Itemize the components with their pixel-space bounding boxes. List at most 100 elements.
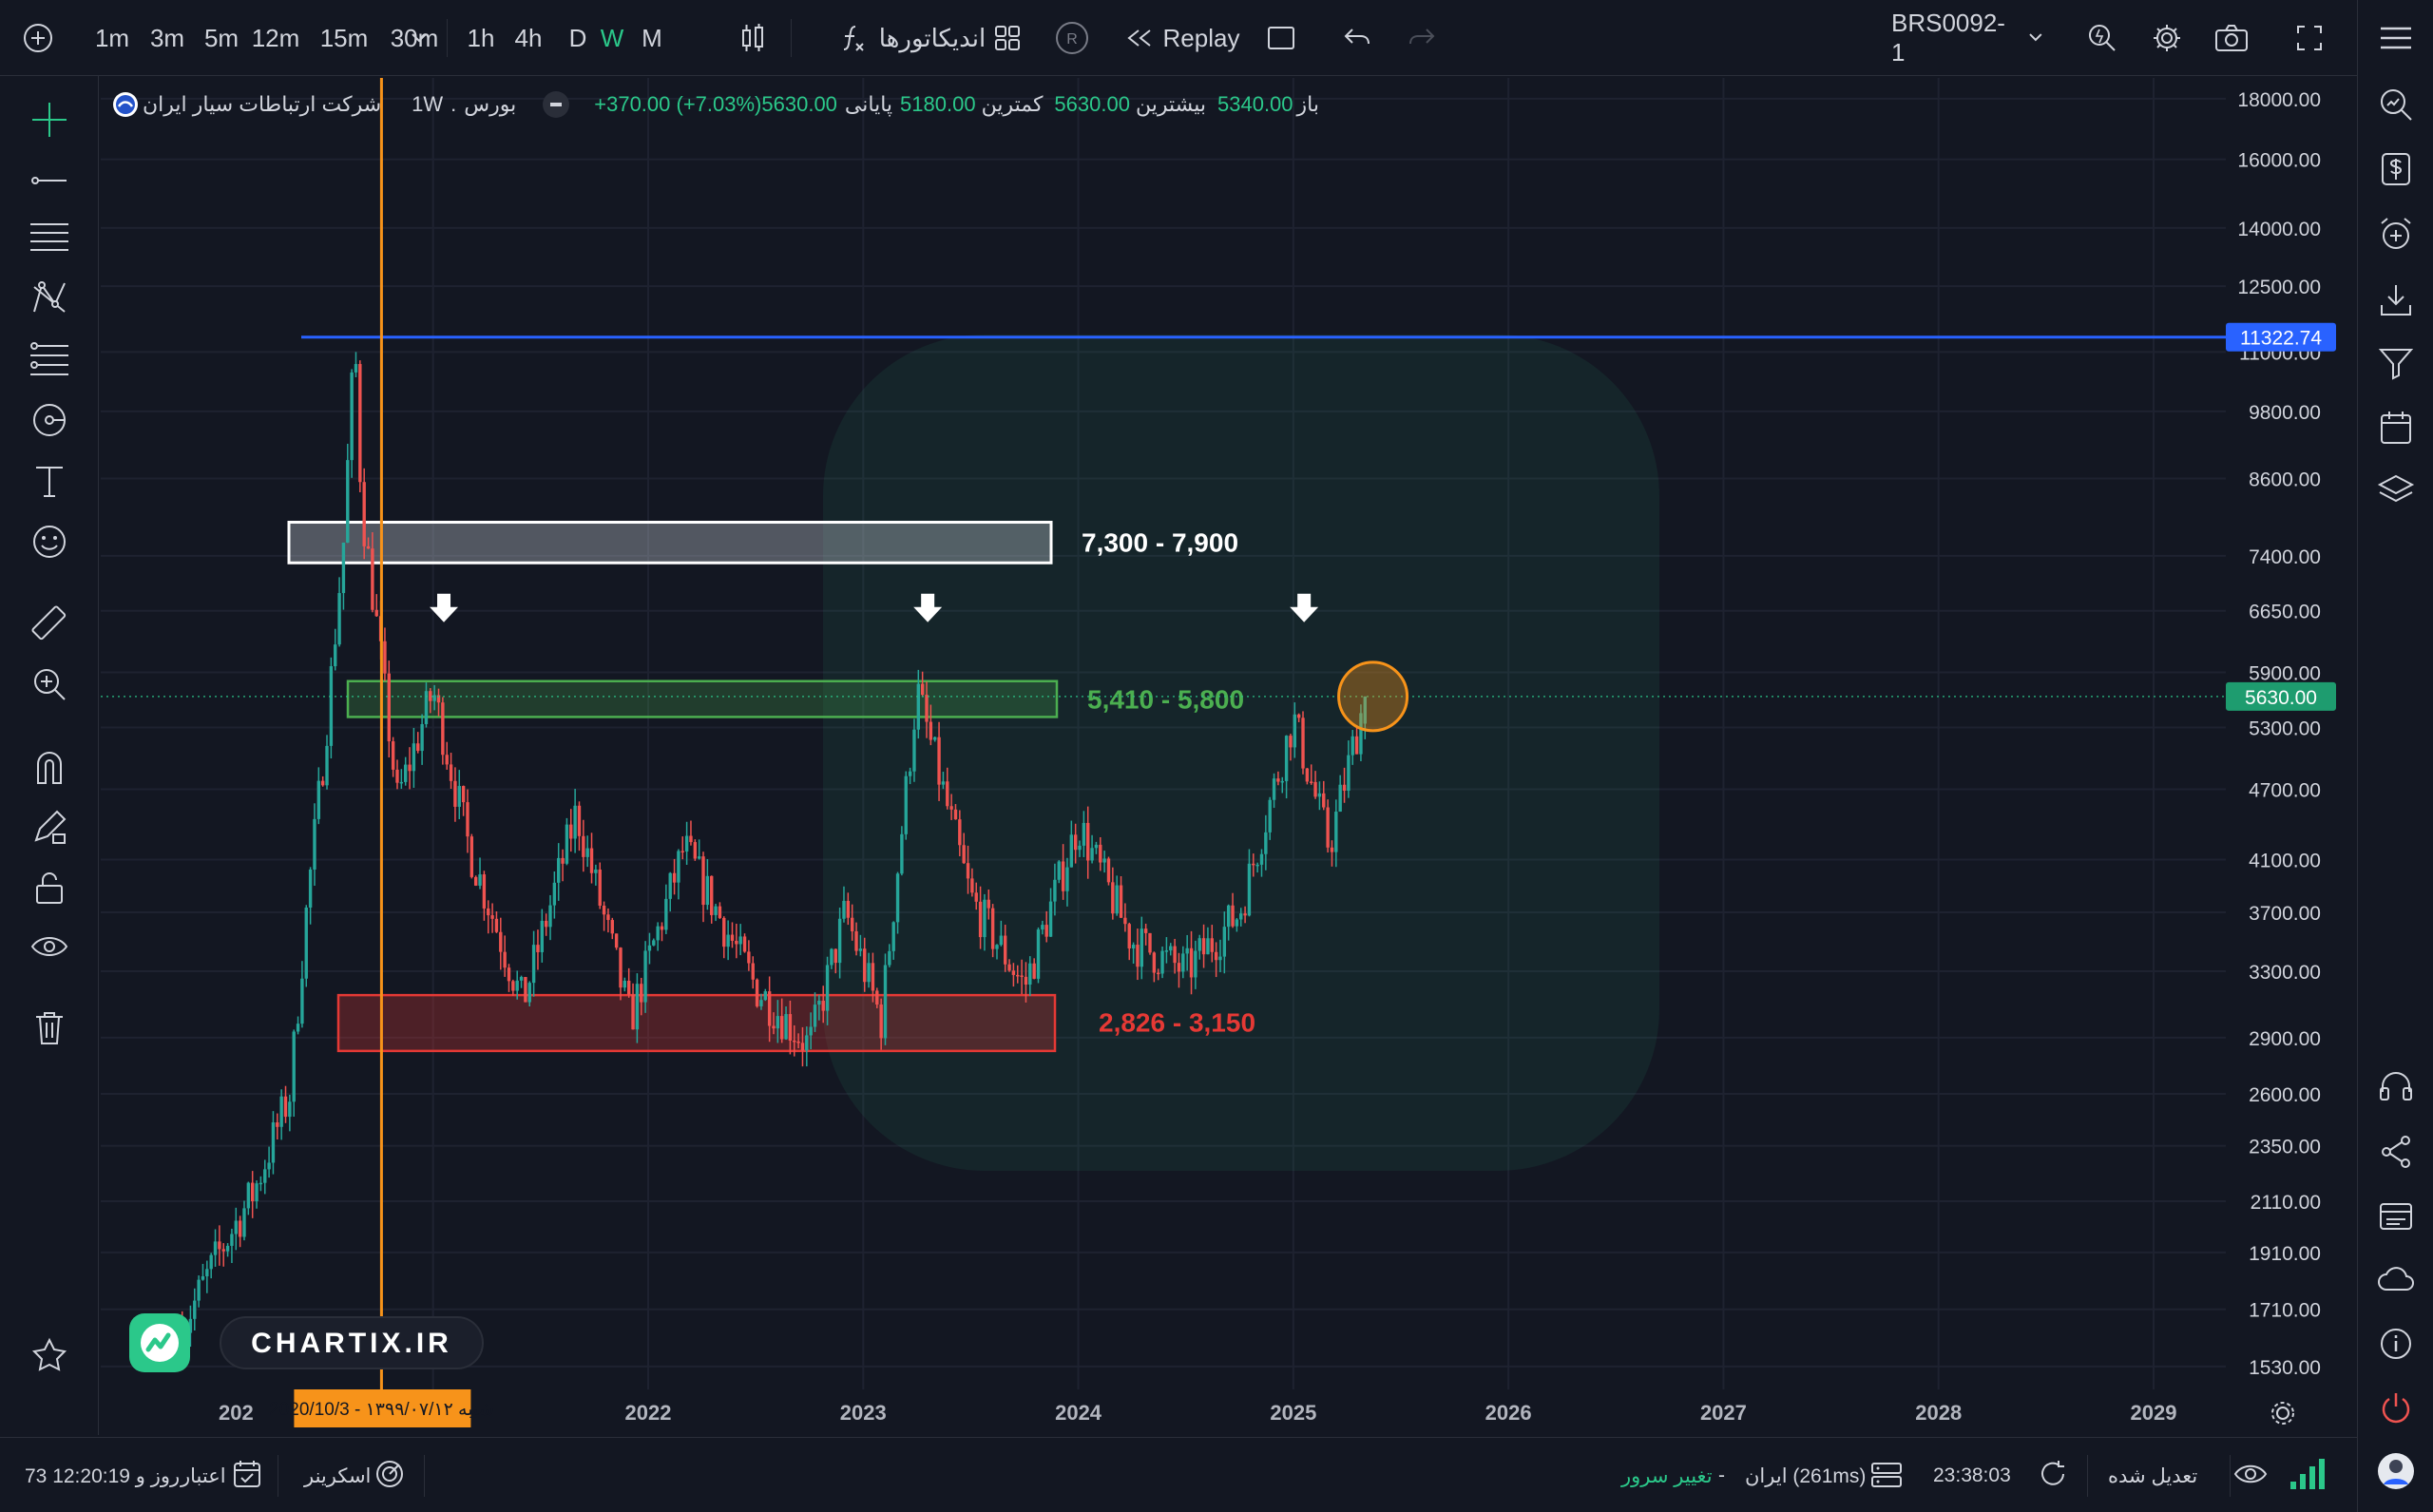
candle	[999, 920, 1004, 947]
download-icon[interactable]	[2371, 276, 2421, 325]
candle	[1157, 968, 1160, 981]
indicators-button[interactable]: اندیکاتورها	[821, 17, 1002, 59]
redo-icon[interactable]	[1403, 17, 1441, 59]
fib-retracement-icon[interactable]	[25, 335, 74, 384]
power-icon[interactable]	[2371, 1384, 2421, 1433]
scale-settings-icon[interactable]	[2262, 1397, 2304, 1429]
interval-D[interactable]: D	[568, 23, 587, 52]
cycle-tool-icon[interactable]	[25, 395, 74, 445]
candle	[1136, 928, 1140, 981]
price-tick: 18000.00	[2237, 89, 2321, 111]
lock-icon[interactable]	[25, 863, 74, 912]
screener-label[interactable]: اسکرینر	[304, 1465, 372, 1487]
horizontal-lines-icon[interactable]	[25, 213, 74, 262]
pattern-tool-icon[interactable]	[25, 274, 74, 323]
fullscreen-expand-icon[interactable]	[2289, 17, 2330, 59]
layouts-grid-icon[interactable]	[988, 17, 1026, 59]
settings-gear-icon[interactable]	[2146, 17, 2188, 59]
legend-interval: 1W	[412, 92, 444, 116]
add-symbol-icon[interactable]	[15, 17, 61, 59]
search-chart-icon[interactable]	[2371, 80, 2421, 129]
trend-line-icon[interactable]	[25, 156, 74, 205]
candle	[1296, 713, 1301, 722]
crosshair-icon[interactable]	[25, 95, 74, 144]
calendar-check-icon[interactable]	[232, 1459, 262, 1494]
filter-icon[interactable]	[2371, 338, 2421, 388]
candle	[1007, 959, 1011, 972]
chart-type-candles-icon[interactable]	[734, 17, 772, 59]
candle	[320, 775, 325, 787]
interval-M[interactable]: M	[642, 23, 662, 52]
server-icon	[1870, 1461, 1903, 1494]
chart-pane[interactable]: 7,300 - 7,900 5,410 - 5,800 2,826 - 3,150	[101, 78, 2226, 1389]
alert-search-icon[interactable]	[2081, 17, 2123, 59]
visibility-eye-icon[interactable]	[2233, 1459, 2268, 1494]
calendar-icon[interactable]	[2371, 403, 2421, 452]
interval-15m[interactable]: 15m	[319, 23, 369, 52]
candle	[833, 948, 837, 974]
candle	[238, 1215, 242, 1248]
interval-4h[interactable]: 4h	[514, 23, 543, 52]
server-change-button[interactable]: تغییر سرور	[1621, 1465, 1713, 1487]
candle	[1185, 934, 1189, 971]
interval-dropdown-icon[interactable]	[403, 17, 435, 59]
candle	[221, 1243, 225, 1267]
interval-5m[interactable]: 5m	[203, 23, 239, 52]
fullscreen-square-icon[interactable]	[1262, 17, 1300, 59]
symbol-code-button[interactable]: BRS0092-1	[1891, 9, 2043, 67]
candle	[193, 1288, 197, 1331]
screener-radar-icon[interactable]	[374, 1459, 405, 1494]
candle	[772, 1012, 776, 1035]
candle	[598, 862, 602, 909]
candle	[912, 718, 916, 782]
layers-icon[interactable]	[2371, 466, 2421, 515]
magnet-icon[interactable]	[25, 741, 74, 791]
camera-icon[interactable]	[2211, 17, 2252, 59]
share-icon[interactable]	[2371, 1127, 2421, 1177]
avatar[interactable]	[2371, 1446, 2421, 1496]
price-tick: 4700.00	[2249, 780, 2321, 802]
interval-W[interactable]: W	[600, 23, 624, 52]
undo-icon[interactable]	[1338, 17, 1376, 59]
interval-1h[interactable]: 1h	[467, 23, 495, 52]
emoji-icon[interactable]	[25, 517, 74, 566]
arrow-down-3-icon	[1290, 593, 1319, 622]
candle	[383, 627, 387, 681]
support-headset-icon[interactable]	[2371, 1062, 2421, 1112]
price-scale[interactable]: 18000.00 16000.00 14000.00 12500.00 11000.00…	[2226, 78, 2355, 1389]
price-chart[interactable]: 7,300 - 7,900 5,410 - 5,800 2,826 - 3,150	[101, 78, 2226, 1389]
trash-icon[interactable]	[25, 1004, 74, 1053]
eye-icon[interactable]	[25, 924, 74, 973]
menu-icon[interactable]	[2371, 13, 2421, 63]
draw-lock-pencil-icon[interactable]	[25, 802, 74, 852]
refresh-icon[interactable]	[2038, 1459, 2068, 1494]
candle	[710, 875, 714, 924]
interval-12m[interactable]: 12m	[251, 23, 300, 52]
interval-30m[interactable]: 30m	[390, 23, 439, 52]
candle	[490, 903, 494, 933]
price-tick: 12500.00	[2237, 277, 2321, 298]
candle	[1041, 920, 1044, 935]
candle	[684, 821, 689, 866]
replay-button[interactable]: Replay	[1118, 17, 1247, 59]
zoom-in-icon[interactable]	[25, 660, 74, 709]
replay-badge-icon[interactable]: R	[1053, 17, 1091, 59]
alarm-add-icon[interactable]	[2371, 209, 2421, 258]
text-tool-icon[interactable]	[25, 456, 74, 506]
candle	[900, 826, 904, 876]
dollar-icon[interactable]	[2371, 144, 2421, 194]
interval-3m[interactable]: 3m	[149, 23, 185, 52]
star-favorites-icon[interactable]	[25, 1330, 74, 1380]
candle	[1173, 938, 1177, 974]
legend-collapse-icon[interactable]	[543, 91, 570, 118]
adjusted-label[interactable]: تعدیل شده	[2108, 1465, 2198, 1487]
candle	[371, 532, 374, 613]
interval-1m[interactable]: 1m	[94, 23, 130, 52]
zone-top-label: 7,300 - 7,900	[1082, 527, 1238, 557]
ruler-icon[interactable]	[25, 599, 74, 648]
cloud-icon[interactable]	[2371, 1254, 2421, 1304]
card-list-icon[interactable]	[2371, 1192, 2421, 1241]
info-icon[interactable]	[2371, 1319, 2421, 1368]
time-scale[interactable]: 2022 2023 2024 2025 2026 2027 2028 2029 202 شنبه …	[101, 1389, 2226, 1435]
candle	[259, 1176, 263, 1192]
